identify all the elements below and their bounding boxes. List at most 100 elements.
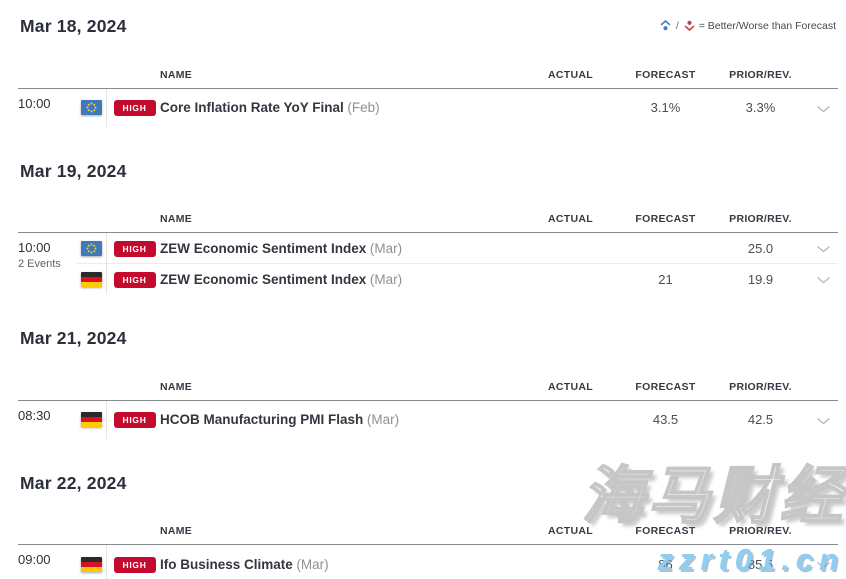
forecast-value bbox=[618, 233, 713, 264]
legend-separator: / bbox=[675, 19, 679, 32]
chevron-down-icon[interactable] bbox=[816, 245, 831, 253]
importance-badge: HIGH bbox=[113, 100, 156, 116]
table-header-row: NAME ACTUAL FORECAST PRIOR/REV. bbox=[18, 66, 838, 89]
column-header-spacer-badge bbox=[106, 210, 160, 233]
event-time-label: 08:30 bbox=[18, 407, 51, 423]
column-header-forecast: FORECAST bbox=[618, 210, 713, 233]
column-header-spacer-badge bbox=[106, 522, 160, 545]
event-flag-cell bbox=[77, 400, 107, 439]
expand-row-button[interactable] bbox=[808, 545, 838, 579]
column-header-spacer-time bbox=[18, 66, 77, 89]
event-row[interactable]: 10:00 HIGH Core Inflation Rate YoY Final (… bbox=[18, 88, 838, 127]
column-header-name: NAME bbox=[160, 522, 523, 545]
column-header-forecast: FORECAST bbox=[618, 378, 713, 401]
event-period: (Mar) bbox=[369, 271, 403, 287]
event-time-label: 09:00 bbox=[18, 552, 51, 567]
column-header-prior: PRIOR/REV. bbox=[713, 66, 808, 89]
prior-value: 3.3% bbox=[745, 100, 776, 115]
eu-flag bbox=[80, 100, 102, 115]
actual-value bbox=[523, 545, 618, 579]
column-header-prior: PRIOR/REV. bbox=[713, 522, 808, 545]
forecast-value: 21 bbox=[618, 263, 713, 294]
actual-value bbox=[523, 263, 618, 294]
chevron-down-icon[interactable] bbox=[816, 561, 831, 569]
forecast-value: 3.1% bbox=[650, 100, 681, 115]
column-header-spacer-flag bbox=[77, 66, 106, 89]
germany-flag bbox=[80, 556, 102, 572]
date-section: Mar 18, 2024 NAME ACTUAL FORECAST PRIOR/… bbox=[18, 16, 838, 127]
event-name: Ifo Business Climate bbox=[160, 556, 293, 572]
event-row[interactable]: 10:00 2 Events HIGH ZEW Economic Sentiment … bbox=[18, 232, 838, 270]
prior-value: 85.5 bbox=[747, 556, 774, 572]
expand-row-button[interactable] bbox=[808, 233, 838, 264]
event-flag-cell bbox=[77, 544, 107, 579]
legend: / = Better/Worse than Forecast bbox=[659, 19, 836, 32]
event-name: HCOB Manufacturing PMI Flash bbox=[160, 412, 364, 427]
date-section: Mar 19, 2024 NAME ACTUAL FORECAST PRIOR/… bbox=[18, 160, 838, 294]
column-header-spacer-flag bbox=[77, 210, 106, 233]
event-row[interactable]: HIGH ZEW Economic Sentiment Index (Mar) 21… bbox=[18, 263, 838, 294]
importance-cell: HIGH bbox=[106, 545, 160, 579]
column-header-spacer-chevron bbox=[808, 66, 838, 89]
better-than-forecast-icon bbox=[660, 20, 671, 31]
event-period: (Feb) bbox=[347, 100, 380, 115]
event-row[interactable]: 09:00 HIGH Ifo Business Climate (Mar) 86 85.… bbox=[18, 544, 838, 579]
event-row[interactable]: 08:30 HIGH HCOB Manufacturing PMI Flash (M… bbox=[18, 400, 838, 439]
event-time: 09:00 bbox=[18, 545, 77, 579]
expand-row-button[interactable] bbox=[808, 400, 838, 439]
event-name: Core Inflation Rate YoY Final bbox=[160, 100, 344, 115]
event-period: (Mar) bbox=[366, 412, 400, 427]
column-header-actual: ACTUAL bbox=[523, 378, 618, 401]
expand-row-button[interactable] bbox=[808, 263, 838, 294]
actual-value bbox=[523, 400, 618, 439]
event-name: ZEW Economic Sentiment Index bbox=[160, 271, 367, 287]
importance-cell: HIGH bbox=[106, 233, 160, 264]
event-name-cell: ZEW Economic Sentiment Index (Mar) bbox=[160, 263, 523, 294]
column-header-spacer-time bbox=[18, 378, 77, 401]
column-header-prior: PRIOR/REV. bbox=[713, 378, 808, 401]
table-header-row: NAME ACTUAL FORECAST PRIOR/REV. bbox=[18, 522, 838, 545]
events-table: NAME ACTUAL FORECAST PRIOR/REV. 10:00 2 E… bbox=[18, 210, 838, 294]
event-name-cell: ZEW Economic Sentiment Index (Mar) bbox=[160, 233, 523, 264]
event-period: (Mar) bbox=[369, 240, 403, 256]
date-heading: Mar 18, 2024 bbox=[20, 16, 127, 36]
date-section: Mar 21, 2024 NAME ACTUAL FORECAST PRIOR/… bbox=[18, 328, 838, 439]
column-header-name: NAME bbox=[160, 210, 523, 233]
column-header-forecast: FORECAST bbox=[618, 66, 713, 89]
column-header-spacer-time bbox=[18, 210, 77, 233]
events-table: NAME ACTUAL FORECAST PRIOR/REV. 08:30 HIG… bbox=[18, 378, 838, 439]
importance-cell: HIGH bbox=[106, 263, 160, 294]
event-time: 08:30 bbox=[18, 400, 77, 439]
column-header-actual: ACTUAL bbox=[523, 210, 618, 233]
event-flag-cell bbox=[77, 88, 107, 127]
table-header-row: NAME ACTUAL FORECAST PRIOR/REV. bbox=[18, 378, 838, 401]
expand-row-button[interactable] bbox=[808, 88, 838, 127]
date-heading: Mar 19, 2024 bbox=[20, 160, 127, 181]
chevron-down-icon[interactable] bbox=[816, 276, 831, 284]
column-header-spacer-flag bbox=[77, 378, 106, 401]
date-section: Mar 22, 2024 NAME ACTUAL FORECAST PRIOR/… bbox=[18, 473, 838, 579]
chevron-down-icon[interactable] bbox=[816, 417, 831, 425]
actual-value bbox=[523, 88, 618, 127]
eu-flag bbox=[80, 240, 102, 256]
event-time-label: 10:00 bbox=[18, 240, 51, 255]
column-header-forecast: FORECAST bbox=[618, 522, 713, 545]
column-header-spacer-flag bbox=[77, 522, 106, 545]
column-header-name: NAME bbox=[160, 66, 523, 89]
event-flag-cell bbox=[77, 263, 107, 294]
column-header-prior: PRIOR/REV. bbox=[713, 210, 808, 233]
event-time-label: 10:00 bbox=[18, 95, 51, 111]
column-header-actual: ACTUAL bbox=[523, 66, 618, 89]
forecast-value: 43.5 bbox=[652, 412, 679, 427]
event-name: ZEW Economic Sentiment Index bbox=[160, 240, 367, 256]
events-table: NAME ACTUAL FORECAST PRIOR/REV. 10:00 HIG… bbox=[18, 66, 838, 127]
column-header-spacer-chevron bbox=[808, 378, 838, 401]
chevron-down-icon[interactable] bbox=[816, 105, 831, 113]
event-name-cell: HCOB Manufacturing PMI Flash (Mar) bbox=[160, 400, 523, 439]
prior-value: 25.0 bbox=[747, 240, 774, 256]
prior-value: 19.9 bbox=[713, 263, 808, 294]
events-count-label: 2 Events bbox=[18, 258, 61, 270]
event-name-cell: Core Inflation Rate YoY Final (Feb) bbox=[160, 88, 523, 127]
column-header-actual: ACTUAL bbox=[523, 522, 618, 545]
